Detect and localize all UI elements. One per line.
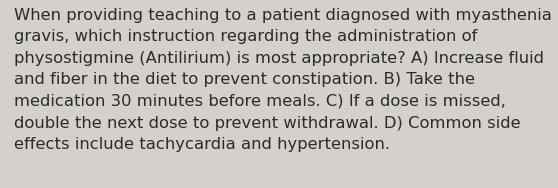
Text: When providing teaching to a patient diagnosed with myasthenia
gravis, which ins: When providing teaching to a patient dia… — [14, 8, 552, 152]
